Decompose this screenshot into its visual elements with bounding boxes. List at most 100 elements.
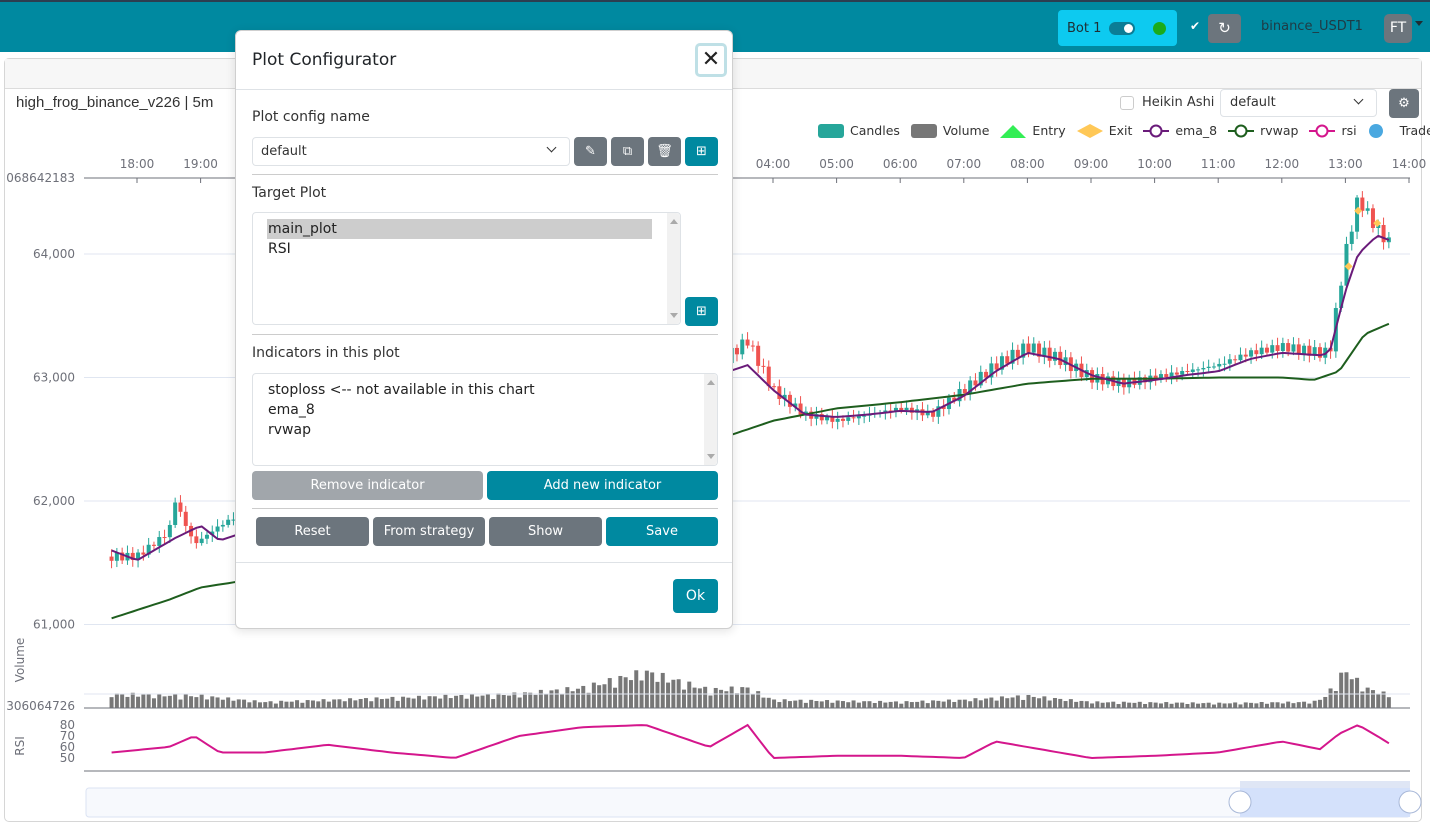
config-name-label: Plot config name (252, 109, 370, 125)
volume-bar (348, 698, 353, 708)
volume-bar (634, 670, 639, 708)
volume-bar (512, 692, 517, 708)
volume-bar (878, 700, 883, 708)
refresh-button[interactable]: ↻ (1208, 14, 1241, 43)
duplicate-config-button[interactable]: ⧉ (611, 137, 644, 166)
rename-config-button[interactable]: ✎ (574, 137, 607, 166)
legend-item-trades[interactable]: Trades (1368, 123, 1430, 138)
add-subplot-button[interactable]: ⊞ (685, 297, 718, 326)
volume-bar (978, 700, 983, 708)
indicator-option[interactable]: stoploss <-- not available in this chart (268, 382, 535, 398)
target-plot-option[interactable]: RSI (268, 241, 291, 257)
legend-item-rsi[interactable]: rsi (1309, 123, 1357, 138)
volume-bar (1254, 703, 1259, 708)
volume-bar (300, 702, 305, 708)
volume-bar (284, 701, 289, 708)
volume-bar (756, 691, 761, 708)
volume-bar (597, 685, 602, 708)
target-plot-list[interactable]: main_plot RSI (252, 212, 681, 325)
volume-bar (469, 693, 474, 708)
plot-config-value: default (1230, 95, 1276, 110)
plot-configurator-modal: Plot Configurator ✕ Plot config name def… (235, 30, 733, 629)
volume-bar (379, 699, 384, 708)
scrollbar[interactable] (704, 374, 717, 465)
volume-bar (480, 695, 485, 708)
ok-button[interactable]: Ok (673, 579, 718, 613)
remove-indicator-button[interactable]: Remove indicator (252, 471, 483, 500)
add-config-button[interactable]: ⊞ (685, 137, 718, 166)
indicators-label: Indicators in this plot (252, 345, 400, 361)
volume-bar (120, 693, 125, 708)
config-name-select[interactable]: default (252, 137, 570, 166)
plot-config-button[interactable]: ⚙ (1389, 89, 1419, 118)
chevron-down-icon (546, 142, 557, 153)
bot-selector[interactable]: Bot 1 (1058, 10, 1177, 46)
legend-item-rvwap[interactable]: rvwap (1228, 123, 1298, 138)
candle (862, 415, 867, 417)
volume-bar (226, 697, 231, 708)
volume-bar (1259, 702, 1264, 708)
heikin-ashi-checkbox[interactable]: Heikin Ashi (1120, 95, 1214, 110)
candle (941, 406, 946, 410)
indicators-list[interactable]: stoploss <-- not available in this chart… (252, 373, 718, 466)
legend-label: rvwap (1260, 123, 1299, 138)
legend-line-circle-icon (1143, 124, 1170, 137)
rsi-line (111, 723, 1390, 760)
volume-bar (1127, 702, 1132, 708)
from-strategy-button[interactable]: From strategy (373, 517, 485, 546)
candle (1153, 375, 1158, 380)
volume-bar (268, 701, 273, 708)
indicator-option[interactable]: ema_8 (268, 402, 315, 418)
volume-bar (1344, 672, 1349, 708)
candle (973, 380, 978, 386)
candle (761, 365, 766, 367)
volume-bar (708, 695, 713, 708)
gear-icon: ⚙ (1398, 96, 1410, 111)
volume-bar (851, 700, 856, 708)
volume-bar (252, 700, 257, 708)
volume-bar (999, 696, 1004, 708)
candle (1307, 345, 1312, 356)
add-indicator-button[interactable]: Add new indicator (487, 471, 718, 500)
indicator-option[interactable]: rvwap (268, 422, 311, 438)
bot-toggle[interactable] (1109, 21, 1136, 35)
volume-bar (798, 699, 803, 708)
legend-label: Entry (1032, 123, 1066, 138)
legend-item-entry[interactable]: Entry (1000, 123, 1066, 138)
target-plot-option[interactable]: main_plot (267, 219, 652, 239)
reset-button[interactable]: Reset (256, 517, 369, 546)
volume-bar (1280, 703, 1285, 708)
save-button[interactable]: Save (606, 517, 718, 546)
checkbox-box[interactable] (1120, 95, 1134, 110)
candle (1185, 371, 1190, 373)
scrollbar[interactable] (667, 213, 680, 324)
delete-config-button[interactable]: 🗑 (648, 137, 681, 166)
candle (803, 411, 808, 415)
y-tick-label: 62,000 (33, 494, 75, 508)
user-avatar[interactable]: FT (1384, 14, 1412, 43)
zoom-handle[interactable] (1228, 790, 1252, 814)
legend-item-exit[interactable]: Exit (1076, 123, 1133, 138)
chevron-down-icon[interactable] (1415, 21, 1423, 26)
legend-item-volume[interactable]: Volume (910, 123, 989, 138)
volume-bar (904, 701, 909, 708)
plot-config-select[interactable]: default (1220, 89, 1377, 117)
volume-bar (692, 687, 697, 708)
volume-bar (1323, 696, 1328, 708)
volume-bar (1143, 703, 1148, 708)
volume-bar (777, 702, 782, 708)
volume-bar (941, 701, 946, 708)
show-button[interactable]: Show (489, 517, 602, 546)
volume-bar (613, 687, 618, 708)
volume-bar (957, 699, 962, 708)
candle (1238, 354, 1243, 361)
x-tick-label: 10:00 (1137, 157, 1172, 171)
volume-bar (1243, 702, 1248, 708)
legend-label: Exit (1108, 123, 1133, 138)
legend-item-candles[interactable]: Candles (818, 123, 900, 138)
close-button[interactable]: ✕ (695, 43, 727, 77)
legend-item-ema_8[interactable]: ema_8 (1143, 123, 1217, 138)
candle (1233, 359, 1238, 361)
zoom-handle[interactable] (1398, 790, 1422, 814)
y-tick-label: 63,000 (33, 371, 75, 385)
